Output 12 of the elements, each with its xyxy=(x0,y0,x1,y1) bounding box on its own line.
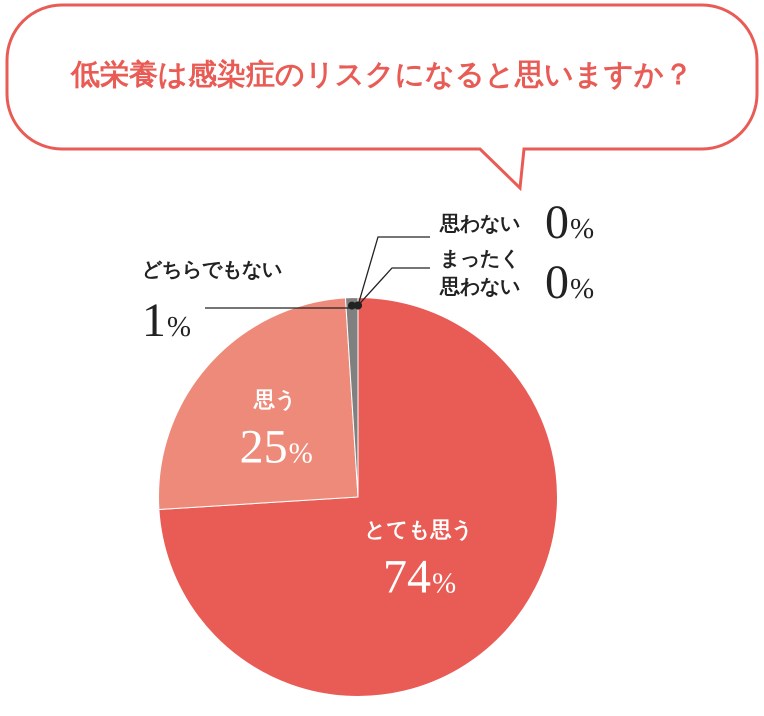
data-label: 74% xyxy=(383,550,456,604)
category-label: 思わない xyxy=(440,211,520,235)
data-label: 1% xyxy=(142,294,192,347)
category-label: まったく xyxy=(440,246,520,270)
slice-label: 思う xyxy=(253,387,298,412)
text: 0% xyxy=(545,256,594,309)
text: 0% xyxy=(545,196,594,249)
legend-label: 思わない xyxy=(439,274,520,298)
slice-label: とても思う xyxy=(364,517,474,542)
data-label: 25% xyxy=(240,420,313,474)
slice-label: どちらでもない xyxy=(142,257,282,281)
chart-title: 低栄養は感染症のリスクになると思いますか？ xyxy=(69,56,694,93)
